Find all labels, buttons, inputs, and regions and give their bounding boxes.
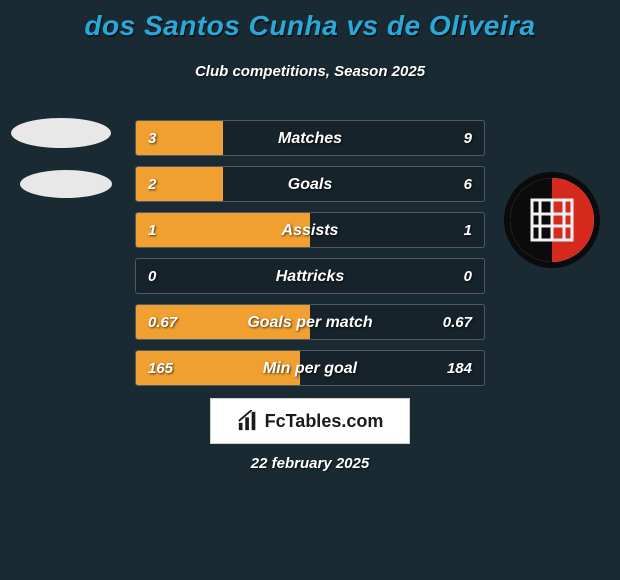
stat-row: 0.67Goals per match0.67 xyxy=(135,304,485,340)
stat-right-value: 0 xyxy=(464,259,472,294)
page-title: dos Santos Cunha vs de Oliveira xyxy=(0,10,620,42)
stat-right-value: 6 xyxy=(464,167,472,202)
stat-right-value: 184 xyxy=(447,351,472,386)
stat-label: Goals per match xyxy=(136,305,484,340)
bar-chart-icon xyxy=(237,410,259,432)
stat-row: 0Hattricks0 xyxy=(135,258,485,294)
stat-row: 2Goals6 xyxy=(135,166,485,202)
brand-text: FcTables.com xyxy=(265,411,384,432)
stat-label: Matches xyxy=(136,121,484,156)
stat-label: Goals xyxy=(136,167,484,202)
stat-label: Min per goal xyxy=(136,351,484,386)
stat-right-value: 0.67 xyxy=(443,305,472,340)
brand-badge[interactable]: FcTables.com xyxy=(210,398,410,444)
date-text: 22 february 2025 xyxy=(0,455,620,472)
stat-right-value: 1 xyxy=(464,213,472,248)
subtitle: Club competitions, Season 2025 xyxy=(0,63,620,80)
team-left-logo xyxy=(8,108,108,208)
ellipse-icon xyxy=(20,170,112,198)
stat-right-value: 9 xyxy=(464,121,472,156)
stat-row: 165Min per goal184 xyxy=(135,350,485,386)
stat-label: Hattricks xyxy=(136,259,484,294)
stat-row: 3Matches9 xyxy=(135,120,485,156)
stats-container: 3Matches9 2Goals6 1Assists1 0Hattricks0 0.67… xyxy=(135,120,485,396)
team-right-logo xyxy=(502,170,602,270)
stat-label: Assists xyxy=(136,213,484,248)
club-crest-icon xyxy=(502,170,602,270)
ellipse-icon xyxy=(11,118,111,148)
stat-row: 1Assists1 xyxy=(135,212,485,248)
